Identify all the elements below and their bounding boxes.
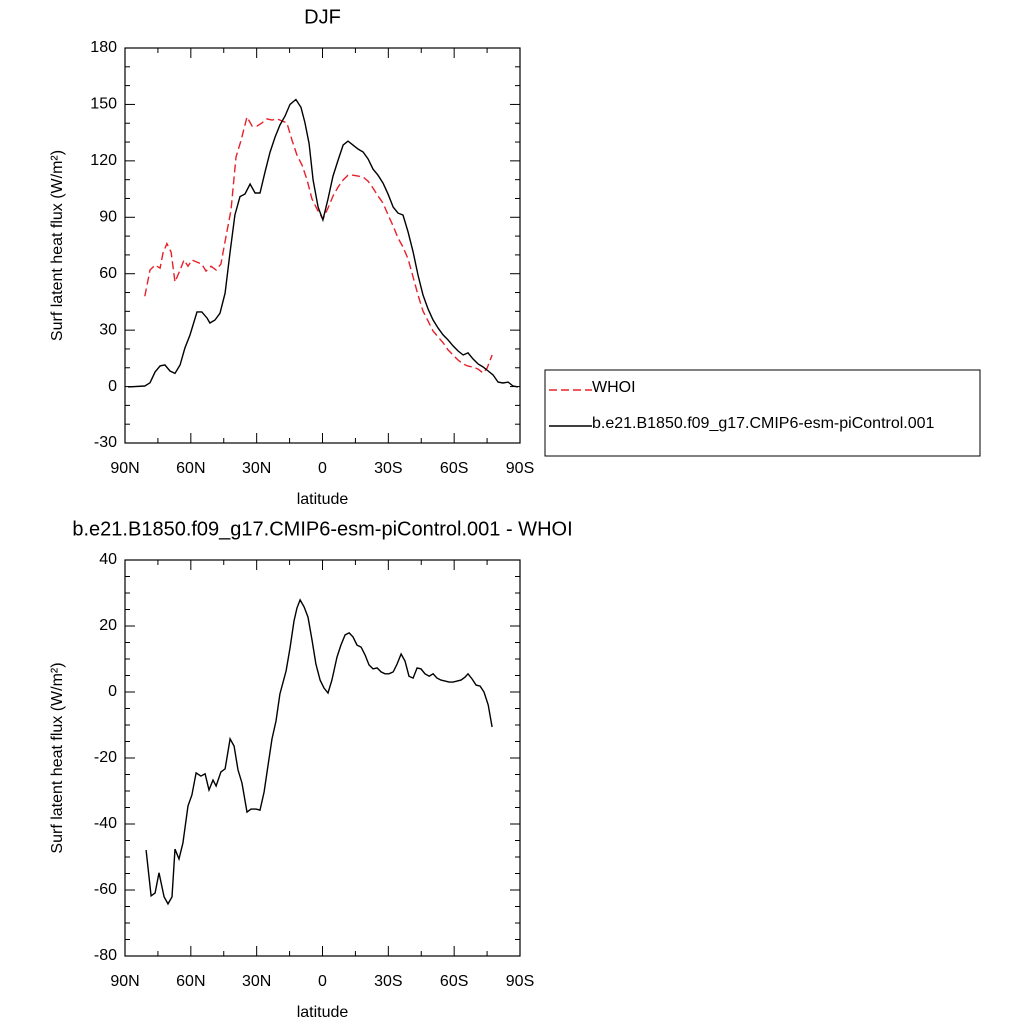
x-axis-label: latitude bbox=[297, 491, 349, 508]
x-tick-label: 90S bbox=[506, 973, 534, 990]
x-tick-label: 90S bbox=[506, 460, 534, 477]
y-tick-label: 60 bbox=[99, 265, 117, 282]
y-tick-label: 150 bbox=[90, 96, 117, 113]
plot-frame bbox=[124, 47, 521, 444]
y-tick-label: 90 bbox=[99, 209, 117, 226]
x-tick-label: 30S bbox=[374, 460, 402, 477]
y-tick-label: -80 bbox=[94, 947, 117, 964]
legend-box bbox=[544, 369, 981, 457]
y-tick-label: 0 bbox=[108, 683, 117, 700]
y-tick-label: -60 bbox=[94, 881, 117, 898]
x-tick-label: 30N bbox=[242, 460, 271, 477]
y-axis-label: Surf latent heat flux (W/m²) bbox=[49, 662, 66, 853]
y-tick-label: 180 bbox=[90, 39, 117, 56]
y-tick-label: 120 bbox=[90, 152, 117, 169]
x-tick-label: 90N bbox=[110, 460, 139, 477]
y-tick-label: 20 bbox=[99, 617, 117, 634]
x-tick-label: 0 bbox=[318, 973, 327, 990]
x-tick-label: 60S bbox=[440, 460, 468, 477]
x-tick-label: 60S bbox=[440, 973, 468, 990]
y-tick-label: -20 bbox=[94, 749, 117, 766]
data-line bbox=[128, 98, 519, 388]
y-tick-label: 0 bbox=[108, 378, 117, 395]
y-tick-label: 40 bbox=[99, 551, 117, 568]
legend-label: b.e21.B1850.f09_g17.CMIP6-esm-piControl.… bbox=[592, 415, 935, 432]
x-tick-label: 0 bbox=[318, 460, 327, 477]
x-tick-label: 30S bbox=[374, 973, 402, 990]
legend-label: WHOI bbox=[592, 379, 636, 396]
y-tick-label: -40 bbox=[94, 815, 117, 832]
x-tick-label: 60N bbox=[176, 973, 205, 990]
chart-title: b.e21.B1850.f09_g17.CMIP6-esm-piControl.… bbox=[72, 518, 572, 540]
data-line bbox=[145, 598, 493, 906]
x-axis-label: latitude bbox=[297, 1004, 349, 1021]
y-tick-label: -30 bbox=[94, 434, 117, 451]
x-tick-label: 90N bbox=[110, 973, 139, 990]
x-tick-label: 30N bbox=[242, 973, 271, 990]
chart-title: DJF bbox=[304, 6, 341, 28]
data-line bbox=[144, 115, 493, 374]
y-axis-label: Surf latent heat flux (W/m²) bbox=[49, 150, 66, 341]
plot-frame bbox=[124, 559, 521, 957]
x-tick-label: 60N bbox=[176, 460, 205, 477]
y-tick-label: 30 bbox=[99, 321, 117, 338]
